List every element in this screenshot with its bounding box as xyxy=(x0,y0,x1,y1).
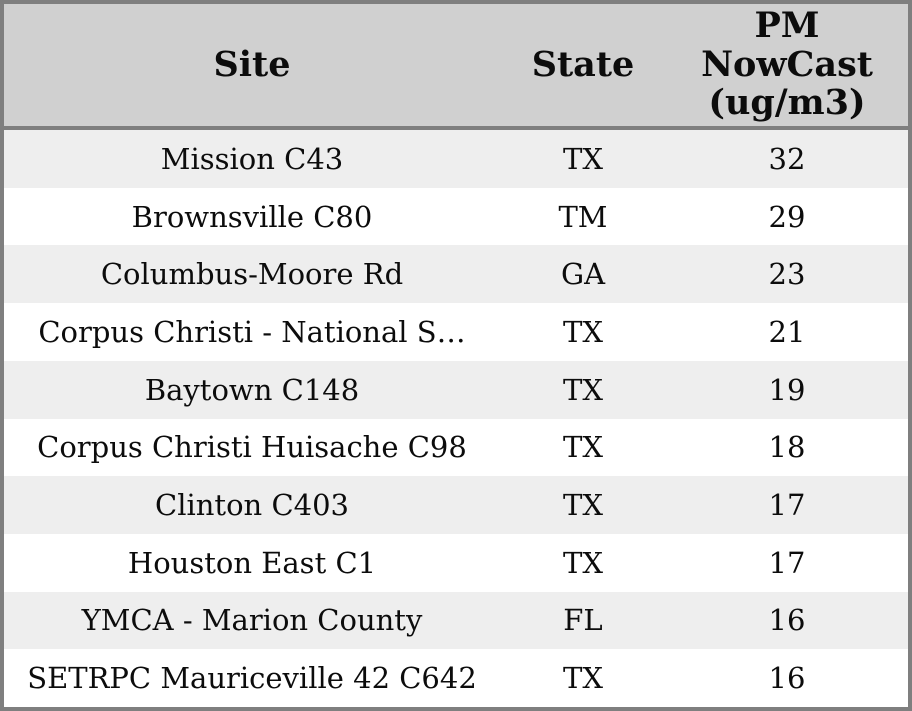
header-cell-state: State xyxy=(531,43,635,85)
cell-pm-value: 17 xyxy=(768,545,806,580)
table-row: SETRPC Mauriceville 42 C642 TX 16 xyxy=(4,649,908,707)
cell-site: Houston East C1 xyxy=(127,545,377,580)
cell-pm-value: 18 xyxy=(768,430,806,465)
table-row: Houston East C1 TX 17 xyxy=(4,533,908,592)
table-row: Clinton C403 TX 17 xyxy=(4,476,908,534)
cell-pm-value: 17 xyxy=(768,488,806,523)
cell-site: Baytown C148 xyxy=(144,372,360,407)
cell-state: TX xyxy=(563,545,603,580)
cell-site: SETRPC Mauriceville 42 C642 xyxy=(27,661,477,696)
cell-pm-value: 29 xyxy=(768,199,806,234)
table-row: Corpus Christi Huisache C98 TX 18 xyxy=(4,418,908,477)
cell-state: TX xyxy=(563,141,603,176)
cell-pm-value: 21 xyxy=(768,314,806,349)
cell-pm-value: 19 xyxy=(768,372,806,407)
cell-pm-value: 32 xyxy=(768,141,806,176)
table-row: Mission C43 TX 32 xyxy=(4,130,908,188)
cell-pm-value: 23 xyxy=(768,257,806,292)
cell-site: Columbus-Moore Rd xyxy=(100,257,404,292)
table-row: Brownsville C80 TM 29 xyxy=(4,187,908,246)
cell-state: TX xyxy=(563,488,603,523)
table-row: Columbus-Moore Rd GA 23 xyxy=(4,245,908,304)
cell-pm-value: 16 xyxy=(768,603,806,638)
cell-state: TM xyxy=(558,199,608,234)
cell-state: FL xyxy=(563,603,603,638)
table-header-row: Site State PM NowCast (ug/m3) xyxy=(4,4,908,130)
table-body: Mission C43 TX 32 Brownsville C80 TM 29 … xyxy=(4,130,908,707)
cell-site: Mission C43 xyxy=(160,141,344,176)
cell-site: YMCA - Marion County xyxy=(81,603,423,638)
cell-state: TX xyxy=(563,372,603,407)
table-row: YMCA - Marion County FL 16 xyxy=(4,591,908,650)
cell-state: GA xyxy=(560,257,606,292)
cell-site: Corpus Christi Huisache C98 xyxy=(37,430,467,465)
header-cell-pm-nowcast: PM NowCast (ug/m3) xyxy=(701,5,873,124)
cell-site: Brownsville C80 xyxy=(131,199,373,234)
cell-site: Clinton C403 xyxy=(155,488,349,523)
cell-state: TX xyxy=(563,430,603,465)
cell-state: TX xyxy=(563,661,603,696)
cell-site: Corpus Christi - National S… xyxy=(38,314,466,349)
table-row: Corpus Christi - National S… TX 21 xyxy=(4,303,908,361)
cell-pm-value: 16 xyxy=(768,661,806,696)
header-cell-site: Site xyxy=(213,43,291,85)
table-row: Baytown C148 TX 19 xyxy=(4,360,908,419)
cell-state: TX xyxy=(563,314,603,349)
